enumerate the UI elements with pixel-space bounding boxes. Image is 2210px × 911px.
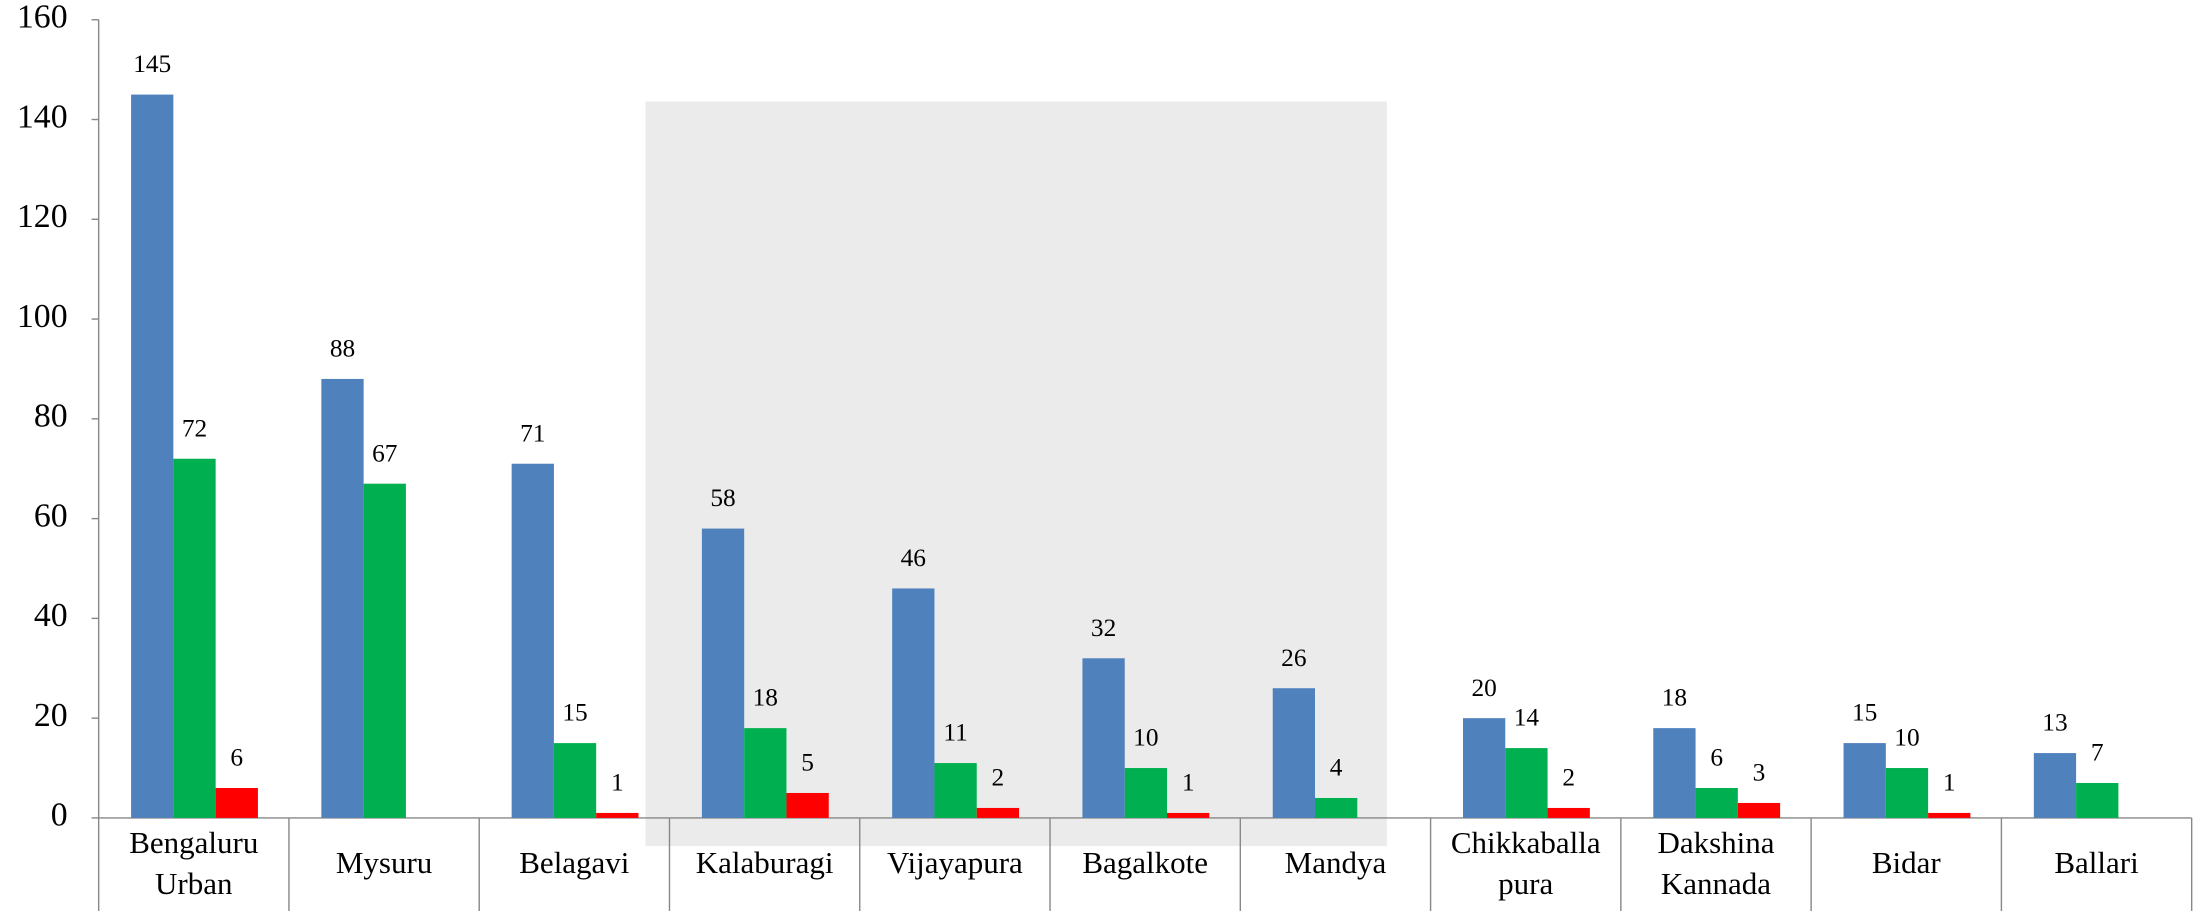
bar (1462, 718, 1506, 818)
y-tick-label: 80 (34, 398, 68, 435)
x-tick-label: Mandya (1285, 845, 1387, 880)
x-tick-label: Bengaluru Urban (129, 825, 258, 901)
bar (1167, 812, 1210, 818)
bar (1885, 768, 1929, 818)
value-label: 3 (1753, 759, 1766, 787)
value-label: 14 (1514, 704, 1540, 732)
x-tick-label: Bagalkote (1082, 845, 1208, 880)
value-label: 2 (992, 764, 1005, 792)
bar (173, 458, 216, 818)
bar (1928, 812, 1971, 818)
value-label: 10 (1133, 724, 1158, 752)
value-label: 71 (520, 419, 545, 447)
value-label: 46 (901, 544, 926, 572)
bar (786, 792, 829, 818)
x-tick-label: Ballari (2054, 845, 2139, 880)
value-label: 18 (753, 684, 778, 712)
value-label: 32 (1091, 614, 1116, 642)
bar (892, 588, 935, 818)
bar (363, 483, 406, 818)
bar (1505, 748, 1548, 818)
value-label: 6 (230, 744, 243, 772)
x-tick-label: Kalaburagi (696, 845, 834, 880)
value-label: 2 (1562, 764, 1575, 792)
value-label: 67 (372, 439, 397, 467)
y-tick-label: 40 (34, 597, 68, 634)
value-label: 11 (943, 719, 967, 747)
bar (1272, 688, 1316, 818)
bar (1695, 787, 1738, 818)
bar (2076, 783, 2119, 818)
x-tick-label: Mysuru (336, 845, 432, 880)
bar (1082, 658, 1125, 818)
x-tick-label: Belagavi (519, 845, 630, 880)
x-tick-label: Bidar (1872, 845, 1942, 880)
y-tick-label: 0 (51, 797, 68, 834)
bar (1737, 802, 1781, 818)
value-label: 88 (330, 335, 355, 363)
value-label: 145 (133, 50, 171, 78)
bar (131, 94, 174, 818)
value-label: 7 (2091, 739, 2104, 767)
value-label: 58 (710, 484, 735, 512)
bar (701, 528, 745, 818)
value-label: 20 (1471, 674, 1496, 702)
y-tick-label: 160 (17, 0, 68, 36)
x-tick-label: Chikkaballa pura (1451, 825, 1601, 901)
value-label: 13 (2042, 709, 2067, 737)
watermark-panel (645, 101, 1387, 847)
x-tick-label: Dakshina Kannada (1657, 825, 1774, 901)
value-label: 1 (1182, 769, 1195, 797)
value-label: 18 (1662, 684, 1687, 712)
bar (2033, 753, 2077, 818)
value-label: 4 (1330, 754, 1343, 782)
bar (596, 812, 639, 818)
value-label: 10 (1894, 724, 1919, 752)
bar (1843, 743, 1886, 818)
bar (934, 763, 977, 818)
y-tick-label: 140 (17, 98, 68, 135)
bar (976, 807, 1020, 818)
value-label: 15 (562, 699, 587, 727)
value-label: 1 (1943, 769, 1956, 797)
value-label: 26 (1281, 644, 1306, 672)
y-tick-label: 120 (17, 198, 68, 235)
value-label: 6 (1710, 744, 1723, 772)
bar (321, 378, 364, 818)
bar (1547, 807, 1590, 818)
y-tick-label: 100 (17, 298, 68, 335)
bar (511, 463, 554, 818)
bar (553, 743, 597, 818)
bar (744, 728, 787, 818)
value-label: 5 (801, 749, 814, 777)
bar (215, 787, 258, 818)
y-tick-label: 20 (34, 697, 68, 734)
value-label: 1 (611, 769, 624, 797)
bar (1653, 728, 1696, 818)
y-tick-label: 60 (34, 497, 68, 534)
value-label: 72 (182, 414, 207, 442)
bar (1315, 797, 1358, 818)
value-label: 15 (1852, 699, 1877, 727)
x-tick-label: Vijayapura (887, 845, 1023, 880)
bar (1124, 768, 1168, 818)
